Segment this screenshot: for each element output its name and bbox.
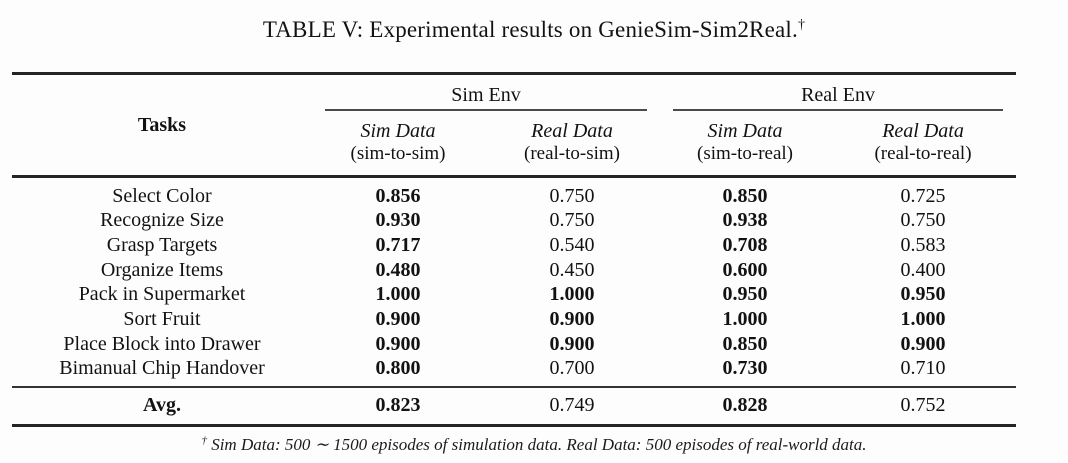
table-footnote: † Sim Data: 500 ∼ 1500 episodes of simul… — [0, 433, 1068, 455]
table-row: Sort Fruit 0.900 0.900 1.000 1.000 — [12, 307, 1016, 332]
task-name-cell: Organize Items — [100, 258, 224, 281]
task-name-cell: Pack in Supermarket — [78, 283, 246, 306]
value-cell: 0.400 — [900, 258, 946, 281]
col-name: Sim Data — [707, 120, 783, 142]
table-row: Place Block into Drawer 0.900 0.900 0.850 0.… — [12, 331, 1016, 356]
average-value-cell: 0.752 — [830, 386, 1017, 427]
value-cell: 0.800 — [375, 357, 421, 380]
value-cell: 0.900 — [375, 332, 421, 355]
real-env-group-header: Real Env — [660, 74, 1016, 111]
table-body: Select Color 0.856 0.750 0.850 0.725 Recogniz… — [12, 177, 1016, 388]
average-row: Avg. 0.823 0.749 0.828 0.752 — [12, 386, 1017, 427]
value-cell: 1.000 — [722, 308, 768, 331]
value-cell: 0.540 — [549, 234, 595, 257]
value-cell: 1.000 — [549, 283, 595, 306]
value-cell: 0.900 — [549, 308, 595, 331]
col-header-sim-data-sim-to-real: Sim Data (sim-to-real) — [660, 111, 831, 178]
table-row: Organize Items 0.480 0.450 0.600 0.400 — [12, 257, 1016, 282]
value-cell: 0.710 — [900, 357, 946, 380]
value-cell: 0.750 — [900, 209, 946, 232]
table-caption-text: TABLE V: Experimental results on GenieSi… — [262, 17, 798, 42]
sim-env-group-label: Sim Env — [451, 84, 521, 106]
value-cell: 0.938 — [722, 209, 768, 232]
value-cell: 0.717 — [375, 234, 421, 257]
task-name-cell: Select Color — [112, 185, 212, 207]
value-cell: 0.850 — [722, 332, 768, 355]
col-header-real-data-real-to-sim: Real Data (real-to-sim) — [484, 111, 661, 178]
col-name: Real Data — [531, 120, 613, 142]
value-cell: 0.450 — [549, 258, 595, 281]
col-subname: (real-to-real) — [874, 143, 972, 164]
average-value-cell: 0.828 — [660, 386, 831, 427]
col-subname: (sim-to-real) — [697, 143, 794, 164]
col-name: Sim Data — [360, 120, 436, 142]
value-cell: 0.930 — [375, 209, 421, 232]
table-row: Recognize Size 0.930 0.750 0.938 0.750 — [12, 208, 1016, 233]
results-table: Tasks Sim Env Real Env Sim Data (sim-to-… — [12, 72, 1017, 427]
dagger-icon: † — [797, 17, 806, 33]
value-cell: 0.730 — [722, 357, 768, 380]
table-row: Pack in Supermarket 1.000 1.000 0.950 0.950 — [12, 282, 1016, 307]
real-env-group-rule — [673, 109, 1004, 111]
value-cell: 0.900 — [375, 308, 421, 331]
value-cell: 0.750 — [549, 185, 595, 207]
value-cell: 0.850 — [722, 185, 768, 207]
value-cell: 1.000 — [900, 308, 946, 331]
average-value-cell: 0.823 — [312, 386, 484, 427]
task-name-cell: Sort Fruit — [123, 308, 201, 331]
value-cell: 1.000 — [375, 283, 421, 306]
tasks-column-header: Tasks — [12, 73, 312, 178]
dagger-icon: † — [201, 433, 207, 446]
task-name-cell: Grasp Targets — [106, 234, 218, 257]
value-cell: 0.900 — [549, 332, 595, 355]
col-subname: (real-to-sim) — [524, 143, 621, 164]
results-table-wrap: Tasks Sim Env Real Env Sim Data (sim-to-… — [12, 72, 1017, 427]
col-header-sim-data-sim-to-sim: Sim Data (sim-to-sim) — [312, 111, 484, 178]
real-env-group-label: Real Env — [801, 84, 875, 106]
value-cell: 0.480 — [375, 258, 421, 281]
sim-env-group-rule — [325, 109, 648, 111]
table-header: Tasks Sim Env Real Env Sim Data (sim-to-… — [12, 73, 1017, 178]
average-row-label: Avg. — [12, 386, 312, 427]
table-row: Select Color 0.856 0.750 0.850 0.725 — [12, 177, 1016, 209]
task-name-cell: Place Block into Drawer — [63, 332, 261, 355]
table-caption: TABLE V: Experimental results on GenieSi… — [0, 16, 1068, 43]
column-sub-header-row: Sim Data (sim-to-sim) Real Data (real-to… — [12, 111, 1017, 178]
value-cell: 0.856 — [375, 185, 421, 207]
value-cell: 0.950 — [722, 283, 768, 306]
footnote-text: Sim Data: 500 ∼ 1500 episodes of simulat… — [211, 434, 867, 454]
value-cell: 0.900 — [900, 332, 946, 355]
average-value-cell: 0.749 — [484, 386, 661, 427]
col-header-real-data-real-to-real: Real Data (real-to-real) — [830, 111, 1017, 178]
col-name: Real Data — [882, 120, 964, 142]
value-cell: 0.725 — [900, 185, 946, 207]
table-row: Grasp Targets 0.717 0.540 0.708 0.583 — [12, 233, 1016, 258]
col-subname: (sim-to-sim) — [350, 143, 446, 164]
value-cell: 0.583 — [900, 234, 946, 257]
column-group-row: Tasks Sim Env Real Env — [12, 73, 1016, 178]
value-cell: 0.600 — [722, 258, 768, 281]
value-cell: 0.700 — [549, 357, 595, 380]
value-cell: 0.950 — [900, 283, 946, 306]
sim-env-group-header: Sim Env — [312, 74, 660, 111]
task-name-cell: Bimanual Chip Handover — [59, 357, 265, 380]
value-cell: 0.708 — [722, 234, 768, 257]
value-cell: 0.750 — [549, 209, 595, 232]
task-name-cell: Recognize Size — [100, 209, 224, 232]
table-footer: Avg. 0.823 0.749 0.828 0.752 — [12, 386, 1017, 427]
table-row: Bimanual Chip Handover 0.800 0.700 0.730 0.7… — [12, 356, 1016, 387]
